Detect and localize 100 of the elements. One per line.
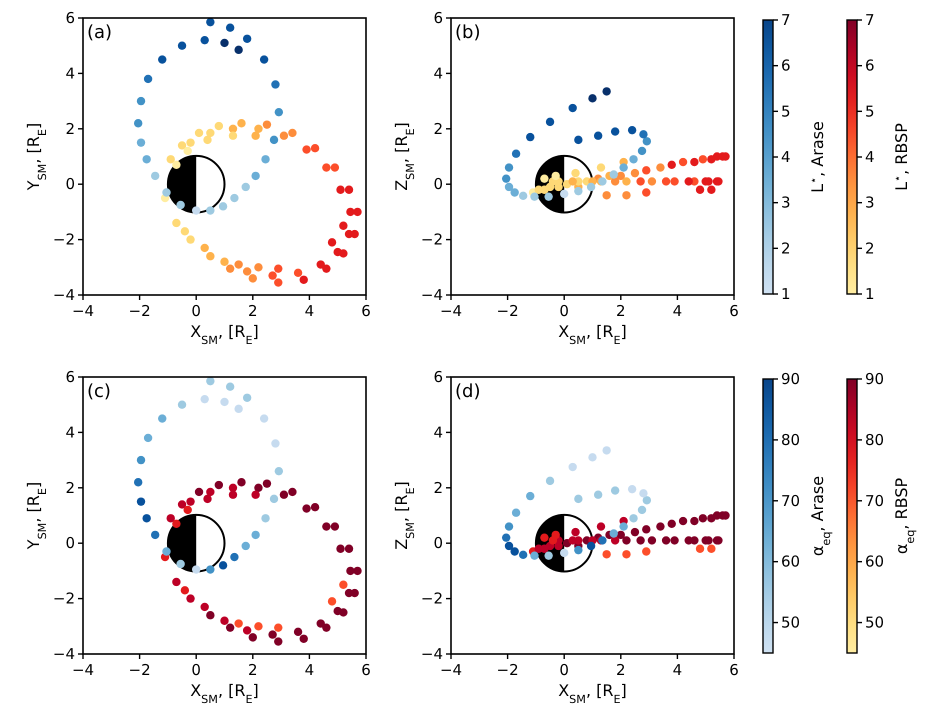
point xyxy=(610,486,620,495)
point xyxy=(274,278,282,287)
point xyxy=(166,514,175,522)
point xyxy=(336,544,345,553)
point xyxy=(158,414,166,423)
point xyxy=(322,264,331,273)
point xyxy=(134,119,142,128)
point xyxy=(228,484,238,492)
point xyxy=(274,623,282,632)
point xyxy=(670,536,679,545)
y-tick-label: 0 xyxy=(65,534,75,552)
point xyxy=(344,186,354,194)
point xyxy=(504,542,514,550)
color-bar-label: 2 xyxy=(781,239,791,258)
color-bar-label: 3 xyxy=(865,194,875,212)
point xyxy=(574,186,583,196)
y-tick-label: 4 xyxy=(65,423,75,442)
point xyxy=(698,514,708,522)
color-bar-label: 2 xyxy=(865,239,875,258)
point xyxy=(220,258,229,266)
point xyxy=(642,188,650,197)
y-tick-label: 6 xyxy=(65,9,75,27)
y-tick-label: 0 xyxy=(433,534,443,552)
color-bar-label: 60 xyxy=(865,552,884,571)
point xyxy=(142,514,151,522)
point xyxy=(610,529,618,538)
color-bar-label: 4 xyxy=(781,148,791,166)
point xyxy=(237,478,246,486)
point xyxy=(186,594,195,603)
point xyxy=(316,260,325,269)
point xyxy=(136,497,146,506)
point xyxy=(248,274,257,283)
y-tick-label: −2 xyxy=(52,590,75,608)
point xyxy=(280,132,288,140)
point xyxy=(178,400,186,409)
x-tick-label: 6 xyxy=(361,661,371,679)
point xyxy=(656,522,665,531)
point xyxy=(707,514,716,522)
point xyxy=(184,146,192,156)
point xyxy=(574,494,583,504)
point xyxy=(262,120,272,129)
point xyxy=(636,177,645,186)
point xyxy=(552,530,560,540)
point xyxy=(226,23,234,32)
point xyxy=(336,186,345,194)
point xyxy=(220,616,229,625)
point xyxy=(274,108,284,116)
point xyxy=(254,484,263,492)
point xyxy=(200,244,209,252)
point xyxy=(648,536,656,545)
point xyxy=(630,168,640,178)
x-tick-label: 6 xyxy=(729,302,739,320)
point xyxy=(586,542,596,550)
x-tick-label: 2 xyxy=(616,661,626,679)
point xyxy=(226,382,234,391)
point xyxy=(610,170,618,179)
point xyxy=(200,602,209,612)
point xyxy=(302,145,311,154)
point xyxy=(172,160,181,170)
point xyxy=(176,200,185,210)
point xyxy=(234,260,243,269)
point xyxy=(288,488,297,496)
point xyxy=(268,630,277,639)
point xyxy=(206,206,215,215)
point xyxy=(192,206,200,215)
point xyxy=(546,118,554,126)
x-tick-label: −2 xyxy=(496,302,519,320)
point xyxy=(546,476,554,486)
point xyxy=(218,202,228,211)
point xyxy=(200,36,209,44)
y-tick-label: 6 xyxy=(65,368,75,386)
point xyxy=(194,128,204,138)
point xyxy=(194,488,204,496)
point xyxy=(642,166,650,175)
point xyxy=(226,264,234,273)
color-bar-label: 50 xyxy=(865,614,884,632)
point xyxy=(353,208,362,216)
point xyxy=(242,267,252,276)
color-bar-label: 90 xyxy=(781,370,800,388)
point xyxy=(574,136,583,144)
x-axis-title: X$_{SM}$, [R$_{E}$] xyxy=(558,681,627,706)
point xyxy=(544,192,553,201)
point xyxy=(616,172,625,180)
point xyxy=(328,238,336,247)
color-bar-label: 50 xyxy=(781,614,800,632)
point xyxy=(294,268,302,278)
y-tick-label: 2 xyxy=(433,120,443,138)
point xyxy=(178,141,186,150)
point xyxy=(254,124,263,133)
point xyxy=(142,155,151,164)
chart-title: (d) xyxy=(455,381,480,402)
point xyxy=(134,478,142,486)
y-tick-label: 4 xyxy=(65,64,75,82)
point xyxy=(214,122,224,130)
point xyxy=(206,128,215,138)
point xyxy=(504,163,514,172)
color-bar-label: 90 xyxy=(865,370,884,388)
point xyxy=(690,158,699,166)
point xyxy=(162,547,171,556)
point xyxy=(642,547,650,556)
